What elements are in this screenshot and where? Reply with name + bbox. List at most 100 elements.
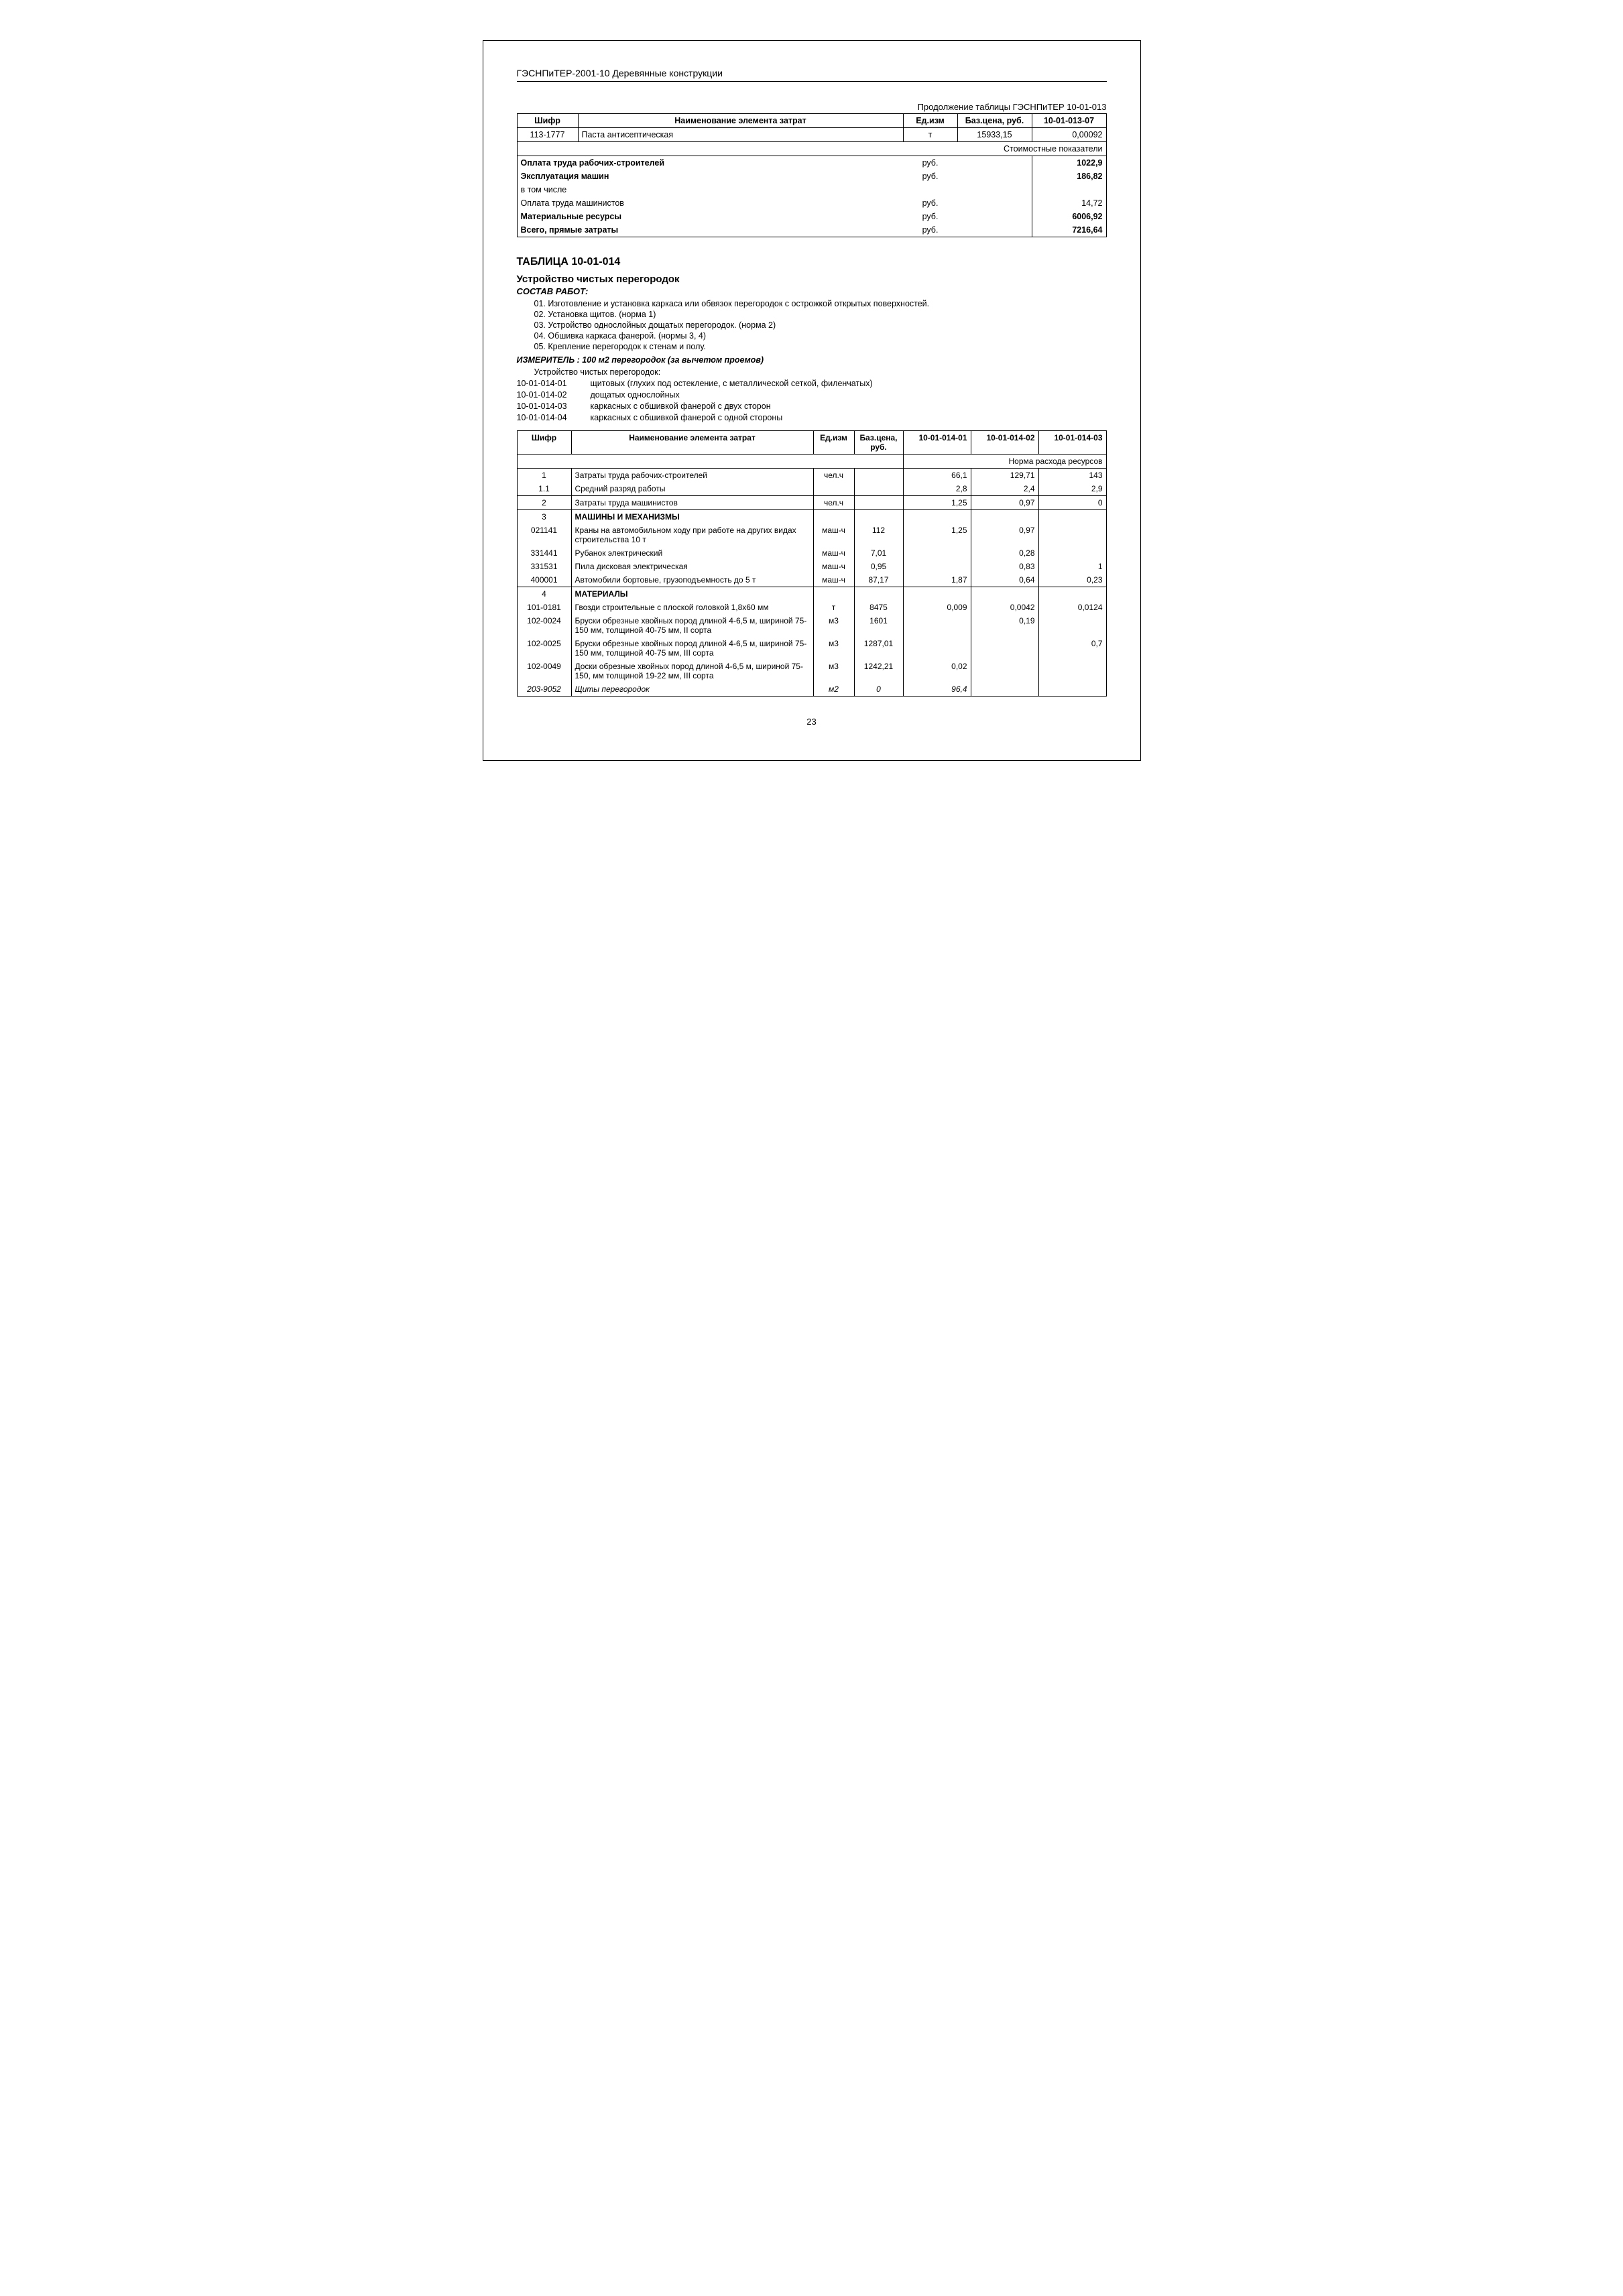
t2-name: МАШИНЫ И МЕХАНИЗМЫ [571, 510, 813, 524]
t2-v2: 0,97 [971, 496, 1038, 510]
cost-empty [957, 170, 1032, 183]
t2-price: 1287,01 [854, 637, 903, 660]
t2-v3 [1038, 682, 1106, 697]
t2-v1 [903, 546, 971, 560]
t2-unit: маш-ч [813, 546, 854, 560]
cost-val: 186,82 [1032, 170, 1106, 183]
t2-row: 102-0025Бруски обрезные хвойных пород дл… [517, 637, 1106, 660]
t2-v3: 0,7 [1038, 637, 1106, 660]
t2-v2: 0,64 [971, 573, 1038, 587]
t2-row: 203-9052Щиты перегородокм2096,4 [517, 682, 1106, 697]
t2-name: МАТЕРИАЛЫ [571, 587, 813, 601]
cost-val: 6006,92 [1032, 210, 1106, 223]
t2-unit [813, 482, 854, 496]
t2-name: Затраты труда рабочих-строителей [571, 469, 813, 483]
t2-code: 102-0025 [517, 637, 571, 660]
t2-v3: 0,0124 [1038, 601, 1106, 614]
t2-v1 [903, 560, 971, 573]
t2-name: Средний разряд работы [571, 482, 813, 496]
cell-unit: т [903, 128, 957, 142]
t2-row: 2Затраты труда машинистовчел.ч1,250,970 [517, 496, 1106, 510]
t2-name: Гвозди строительные с плоской головкой 1… [571, 601, 813, 614]
t2-v3 [1038, 510, 1106, 524]
work-item: 04. Обшивка каркаса фанерой. (нормы 3, 4… [534, 331, 1107, 341]
t2-header-row: Шифр Наименование элемента затрат Ед.изм… [517, 431, 1106, 455]
t2-v3 [1038, 524, 1106, 546]
t2-code: 021141 [517, 524, 571, 546]
t2-v3 [1038, 614, 1106, 637]
t2-row: 4МАТЕРИАЛЫ [517, 587, 1106, 601]
t2-price: 8475 [854, 601, 903, 614]
t2-row: 331441Рубанок электрическиймаш-ч7,010,28 [517, 546, 1106, 560]
t2-name: Краны на автомобильном ходу при работе н… [571, 524, 813, 546]
cost-empty [957, 210, 1032, 223]
page-number: 23 [517, 717, 1107, 727]
work-item: 01. Изготовление и установка каркаса или… [534, 299, 1107, 308]
t2-price [854, 482, 903, 496]
t2-v1: 1,25 [903, 496, 971, 510]
table1-data-row: 113-1777 Паста антисептическая т 15933,1… [517, 128, 1106, 142]
t2-row: 102-0049Доски обрезные хвойных пород дли… [517, 660, 1106, 682]
t2-row: 1.1Средний разряд работы2,82,42,9 [517, 482, 1106, 496]
t2-price [854, 510, 903, 524]
t2-row: 021141Краны на автомобильном ходу при ра… [517, 524, 1106, 546]
th-name: Наименование элемента затрат [578, 114, 903, 128]
cost-label: Эксплуатация машин [517, 170, 903, 183]
cost-empty [957, 196, 1032, 210]
t2-v2 [971, 682, 1038, 697]
t2-v1: 1,87 [903, 573, 971, 587]
t2-unit: м3 [813, 614, 854, 637]
work-item: 03. Устройство однослойных дощатых перег… [534, 320, 1107, 330]
cost-row: в том числе [517, 183, 1106, 196]
cell-val: 0,00092 [1032, 128, 1106, 142]
t2-v2: 0,97 [971, 524, 1038, 546]
variant-code: 10-01-014-03 [517, 402, 591, 411]
t2-code: 4 [517, 587, 571, 601]
t2-price: 1242,21 [854, 660, 903, 682]
t2-name: Затраты труда машинистов [571, 496, 813, 510]
measurer: ИЗМЕРИТЕЛЬ : 100 м2 перегородок (за выче… [517, 355, 1107, 365]
t2-v2: 129,71 [971, 469, 1038, 483]
t2-code: 1.1 [517, 482, 571, 496]
continuation-label: Продолжение таблицы ГЭСНПиТЕР 10-01-013 [517, 102, 1107, 112]
variant-desc: каркасных с обшивкой фанерой с двух стор… [591, 402, 771, 411]
work-list: 01. Изготовление и установка каркаса или… [534, 299, 1107, 351]
measurer-value: 100 м2 перегородок (за вычетом проемов) [582, 355, 764, 365]
measurer-label: ИЗМЕРИТЕЛЬ : [517, 355, 580, 365]
t2-name: Щиты перегородок [571, 682, 813, 697]
t2-code: 102-0024 [517, 614, 571, 637]
t2-price: 112 [854, 524, 903, 546]
t2-row: 400001Автомобили бортовые, грузоподъемно… [517, 573, 1106, 587]
t2-th-unit: Ед.изм [813, 431, 854, 455]
variant-desc: дощатых однослойных [591, 390, 680, 400]
t2-price: 1601 [854, 614, 903, 637]
t2-norm-header: Норма расхода ресурсов [903, 455, 1106, 469]
t2-th-c3: 10-01-014-03 [1038, 431, 1106, 455]
work-item: 02. Установка щитов. (норма 1) [534, 310, 1107, 319]
t2-name: Бруски обрезные хвойных пород длиной 4-6… [571, 637, 813, 660]
cost-row: Материальные ресурсыруб.6006,92 [517, 210, 1106, 223]
t2-name: Доски обрезные хвойных пород длиной 4-6,… [571, 660, 813, 682]
t2-unit: м2 [813, 682, 854, 697]
cost-label: Оплата труда рабочих-строителей [517, 156, 903, 170]
variant-row: 10-01-014-03каркасных с обшивкой фанерой… [517, 402, 1107, 411]
t2-v2 [971, 587, 1038, 601]
t2-price: 0 [854, 682, 903, 697]
t2-v2: 0,19 [971, 614, 1038, 637]
variant-row: 10-01-014-04каркасных с обшивкой фанерой… [517, 413, 1107, 422]
t2-v2 [971, 637, 1038, 660]
th-price: Баз.цена, руб. [957, 114, 1032, 128]
t2-v3 [1038, 546, 1106, 560]
variant-row: 10-01-014-02дощатых однослойных [517, 390, 1107, 400]
work-item: 05. Крепление перегородок к стенам и пол… [534, 342, 1107, 351]
cost-val: 7216,64 [1032, 223, 1106, 237]
t2-v3 [1038, 660, 1106, 682]
cost-header-row: Стоимостные показатели [517, 142, 1106, 156]
t2-v1: 0,02 [903, 660, 971, 682]
cell-name: Паста антисептическая [578, 128, 903, 142]
table-10-01-014: Шифр Наименование элемента затрат Ед.изм… [517, 430, 1107, 697]
t2-v1: 1,25 [903, 524, 971, 546]
variant-row: 10-01-014-01щитовых (глухих под остеклен… [517, 379, 1107, 388]
t2-unit [813, 587, 854, 601]
t2-norm-empty [517, 455, 903, 469]
